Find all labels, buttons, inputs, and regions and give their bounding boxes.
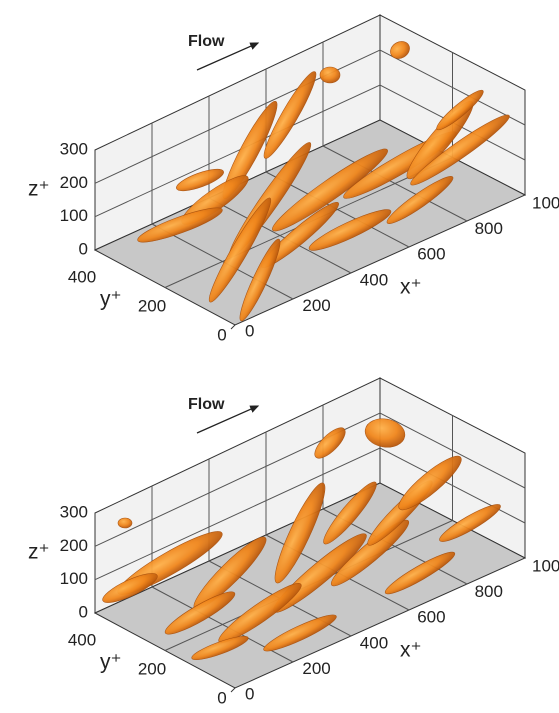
x-tick-label: 0 [245,684,254,703]
grid-line [94,447,526,581]
x-tick-label: 600 [417,245,445,264]
z-tick-label: 0 [79,239,88,258]
x-tick-label: 400 [360,270,388,289]
y-tick-label: 200 [138,296,166,315]
flow-label: Flow [188,396,225,413]
x-tick-label: 800 [475,582,503,601]
x-tick-label: 1000 [532,193,559,212]
vortex-structure [191,635,249,661]
vortex-structure [323,481,377,545]
y-axis-label: y⁺ [100,288,122,311]
z-axis-label: z⁺ [28,178,50,201]
vortex-structure [274,482,326,584]
vortex-structure [410,114,510,186]
y-tick-label: 200 [138,659,166,678]
z-tick-label: 100 [60,206,88,225]
y-axis-label: y⁺ [100,651,122,674]
z-tick-label: 300 [60,502,88,521]
x-axis-label: x⁺ [400,639,422,662]
flow-arrow [196,405,260,434]
panel: Flow0100200300z⁺0200400y⁺020040060080010… [28,377,559,707]
y-tick-label: 400 [68,267,96,286]
z-tick-label: 300 [60,139,88,158]
flow-label: Flow [188,33,225,50]
vortex-structure [439,504,501,542]
vortex-structure [239,238,281,322]
front-edge [230,687,236,693]
z-tick-label: 200 [60,173,88,192]
z-tick-label: 200 [60,536,88,555]
x-tick-label: 600 [417,608,445,627]
vortex-structure [384,551,456,595]
vortex-structure [117,517,133,529]
vortex-structure [308,209,392,251]
vortex-structure [390,41,410,59]
vortex-structure [330,519,410,587]
front-edge [230,324,236,330]
vortex-structure [364,418,406,448]
grid-line [94,412,526,547]
z-tick-label: 100 [60,569,88,588]
x-tick-label: 0 [245,321,254,340]
vortex-structure [263,71,317,159]
x-tick-label: 800 [475,219,503,238]
y-tick-label: 0 [217,325,226,344]
x-tick-label: 400 [360,633,388,652]
vortex-structure [436,89,484,131]
vortex-structure [319,66,341,84]
vortex-structure [398,455,462,511]
flow-arrow [196,42,260,71]
vortex-structure [272,148,388,232]
z-tick-label: 0 [79,602,88,621]
x-axis-label: x⁺ [400,276,422,299]
vortex-structure [314,427,346,459]
vortex-structure [102,573,158,603]
vortex-structure [164,591,236,635]
vortex-structure [137,207,223,243]
vortex-structure [386,176,454,224]
panel: Flow0100200300z⁺0200400y⁺020040060080010… [28,14,559,344]
vortex-structure [176,168,224,192]
x-tick-label: 200 [302,296,330,315]
z-axis-label: z⁺ [28,541,50,564]
y-tick-label: 0 [217,688,226,707]
vortex-structure [208,197,272,303]
vortex-structure [263,614,337,652]
x-tick-label: 1000 [532,556,559,575]
y-tick-label: 400 [68,630,96,649]
x-tick-label: 200 [302,659,330,678]
